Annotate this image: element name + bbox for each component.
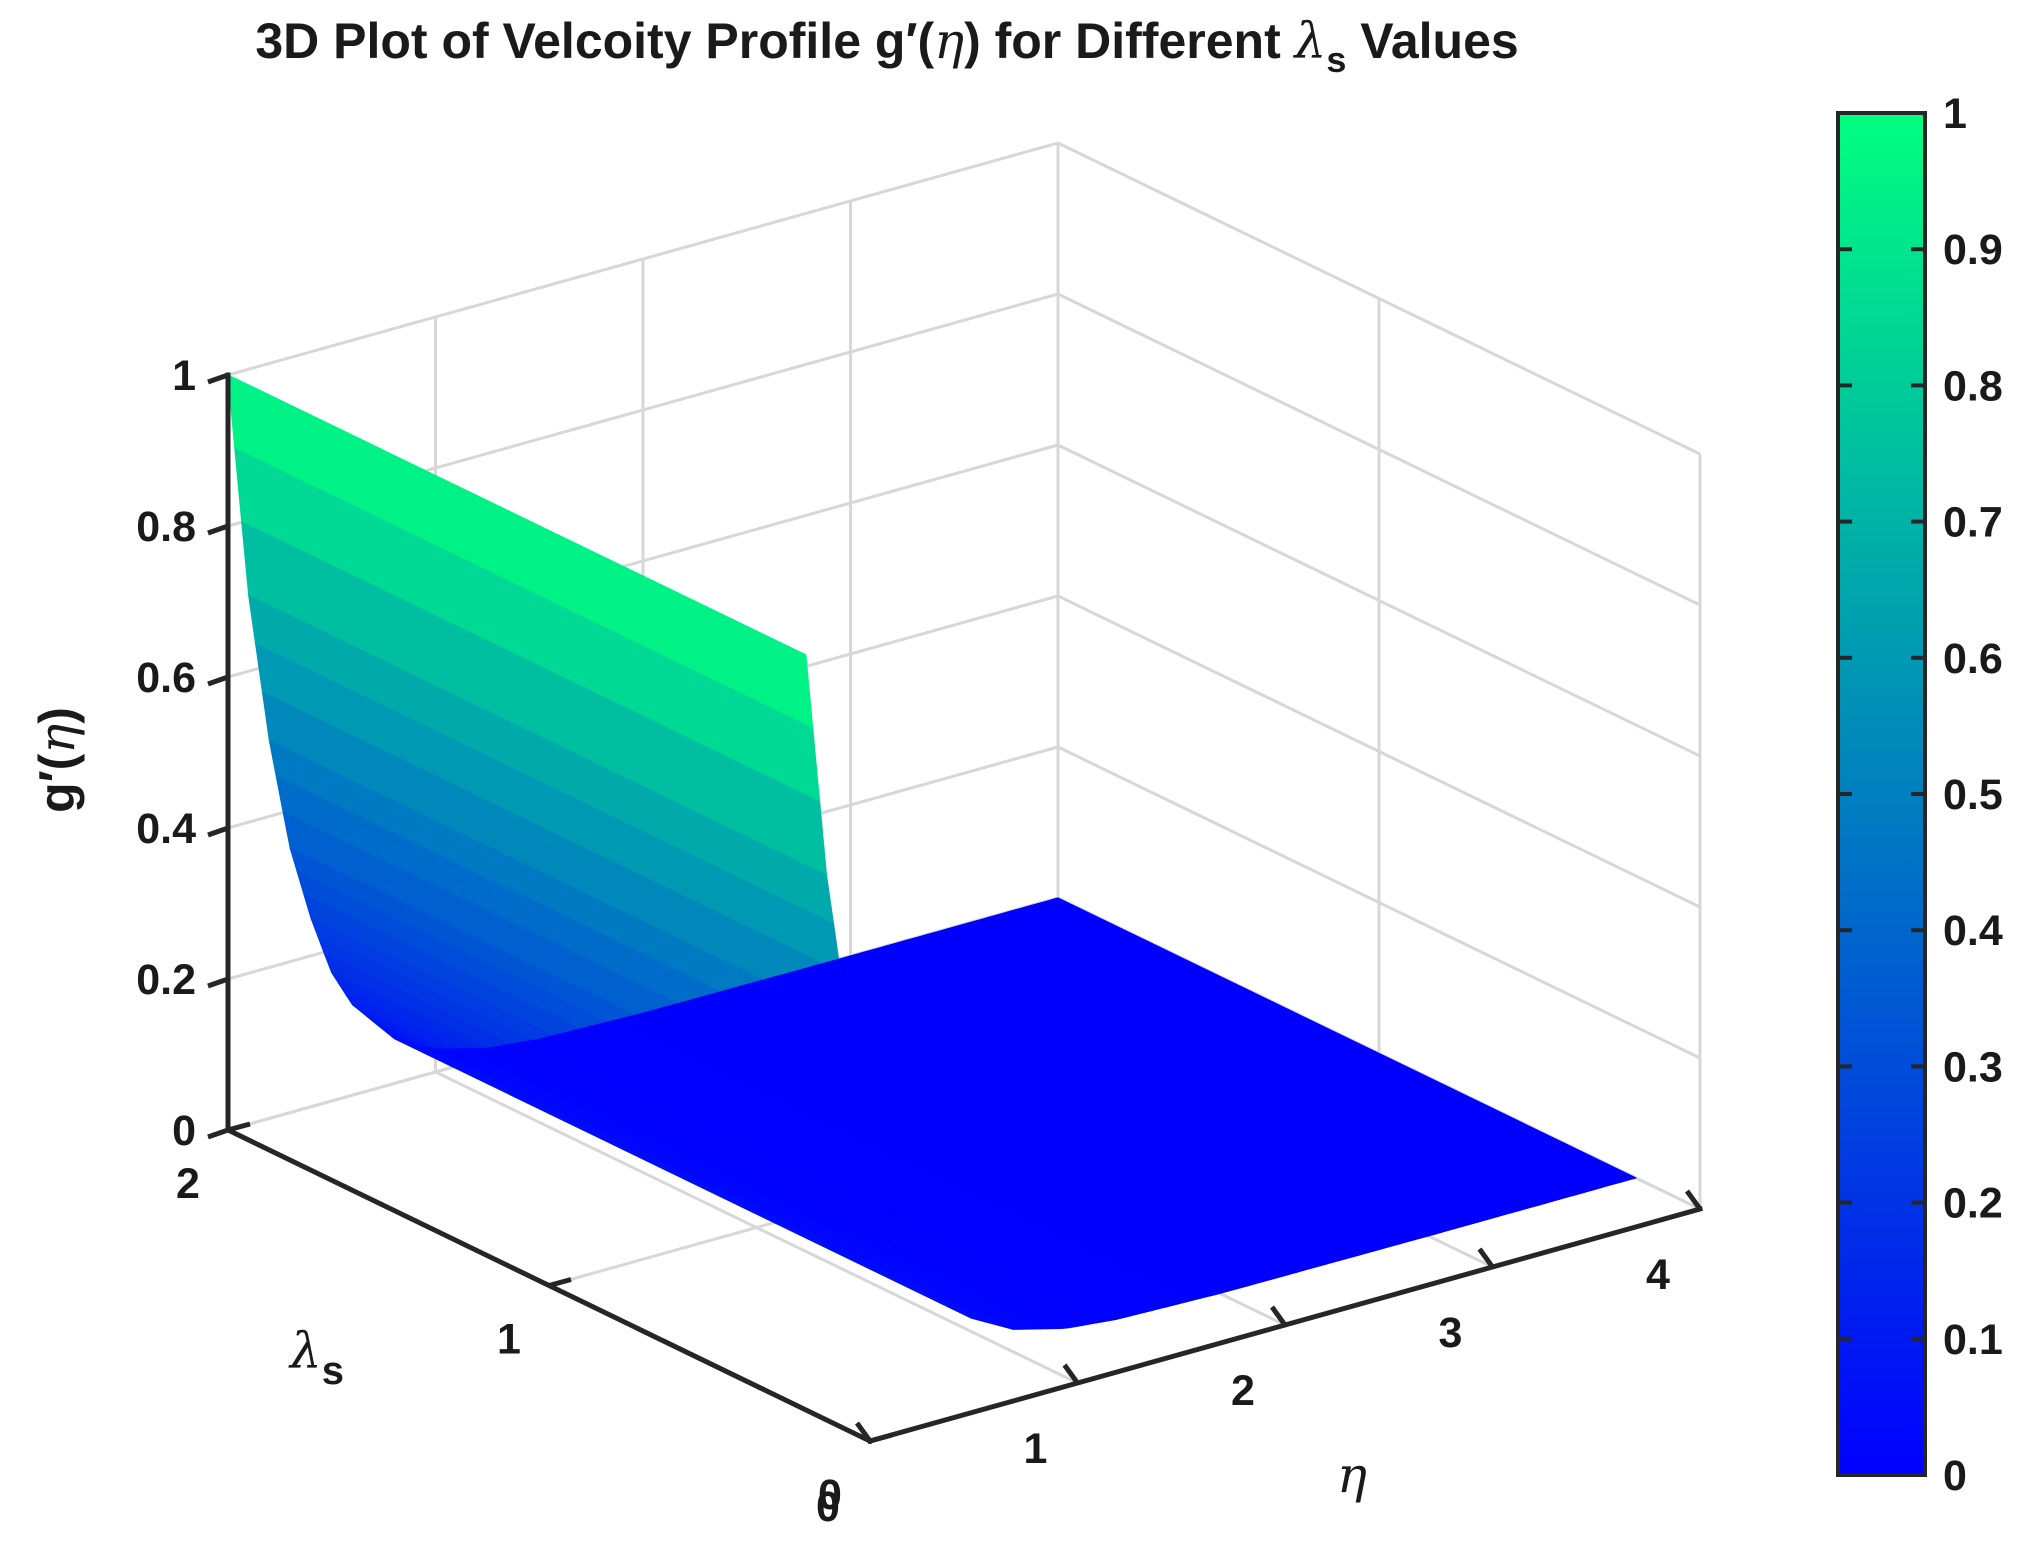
z-tick-mark <box>207 674 229 687</box>
colorbar-tick-label: 0.2 <box>1943 1180 2003 1228</box>
z-tick-label: 0.6 <box>136 654 196 702</box>
back-wall-grid-z <box>227 141 1059 377</box>
chart-title: 3D Plot of Velcoity Profile g′(η) for Di… <box>255 12 1518 80</box>
z-tick-label: 0 <box>172 1107 196 1155</box>
colorbar-tick-label: 0.6 <box>1943 635 2003 683</box>
colorbar-tick-label: 0.4 <box>1943 907 2003 955</box>
z-tick-mark <box>207 825 229 838</box>
x-tick-mark <box>1269 1305 1288 1327</box>
z-tick-label: 0.8 <box>136 503 196 551</box>
z-tick-label: 0.2 <box>136 956 196 1004</box>
y-tick-mark <box>548 1277 572 1288</box>
z-axis-label: g′(η) <box>28 707 86 813</box>
x-tick-label: 3 <box>1439 1309 1463 1357</box>
colorbar-tick-label: 0.9 <box>1943 226 2003 274</box>
surface-strip <box>1050 897 1637 1181</box>
surface <box>227 374 1637 1330</box>
x-tick-mark <box>854 1421 873 1443</box>
colorbar-tick-label: 0.7 <box>1943 499 2003 547</box>
side-wall-grid-z <box>1057 594 1701 909</box>
y-tick-mark <box>227 1121 251 1133</box>
colorbar-tick-label: 0.8 <box>1943 362 2003 410</box>
y-tick-label: 0 <box>818 1471 842 1519</box>
y-axis-label: λs <box>288 1322 344 1393</box>
x-tick-mark <box>1477 1247 1495 1269</box>
side-wall-grid-z <box>1057 292 1701 607</box>
z-tick-label: 0.4 <box>136 805 196 853</box>
z-tick-label: 1 <box>172 352 196 400</box>
colorbar-tick-label: 0.5 <box>1943 771 2003 819</box>
colorbar-tick-label: 0.3 <box>1943 1043 2003 1091</box>
x-axis-label: η <box>1337 1446 1367 1504</box>
y-tick-label: 2 <box>176 1160 200 1208</box>
x-tick-mark <box>1684 1189 1703 1211</box>
x-tick-mark <box>1062 1363 1080 1385</box>
side-wall-grid-z <box>1057 443 1701 758</box>
x-tick-label: 2 <box>1231 1367 1255 1415</box>
colorbar-tick-label: 0.1 <box>1943 1316 2003 1364</box>
z-tick-mark <box>207 976 229 989</box>
colorbar-tick-label: 1 <box>1943 90 1967 138</box>
tick-labels: 0 1 2 3 4 0 1 2 0 0.2 0.4 0.6 0.8 1 <box>136 352 1703 1531</box>
z-tick-mark <box>207 523 229 536</box>
z-tick-mark <box>207 1127 229 1140</box>
x-tick-label: 1 <box>1024 1425 1048 1473</box>
x-tick-label: 4 <box>1646 1251 1670 1299</box>
x-tick-label: 0 <box>816 1483 840 1531</box>
y-tick-label: 1 <box>497 1316 521 1364</box>
colorbar-tick-label: 0 <box>1943 1452 1967 1500</box>
side-wall-grid-z <box>1057 745 1701 1060</box>
side-wall-grid-z <box>1057 141 1701 456</box>
colorbar-ticks: 0 0.1 0.2 0.3 0.4 0.5 0.6 0.7 0.8 0.9 1 <box>1838 90 2003 1500</box>
y-tick-mark <box>869 1432 893 1444</box>
z-tick-mark <box>207 372 229 385</box>
